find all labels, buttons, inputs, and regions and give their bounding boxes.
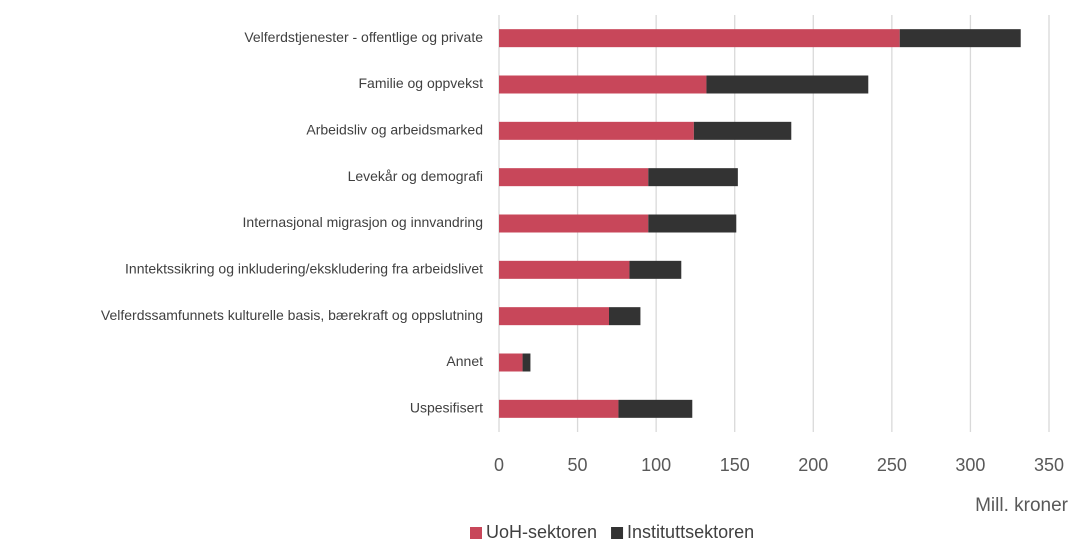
bar-segment [499,307,609,326]
legend-label: Instituttsektoren [627,522,754,542]
bar-segment [899,29,1021,48]
bar-segment [618,399,693,418]
category-label: Arbeidsliv og arbeidsmarked [306,122,483,138]
x-tick-label: 250 [877,455,907,475]
x-tick-label: 0 [494,455,504,475]
bar-segment [499,214,649,233]
bar-segment [522,353,531,372]
bar-segment [499,75,707,94]
bar-segment [499,121,694,140]
category-label: Levekår og demografi [348,168,483,184]
legend-swatch [470,527,482,539]
x-tick-label: 200 [798,455,828,475]
bar-segment [499,399,619,418]
category-label: Internasjonal migrasjon og innvandring [243,214,483,230]
x-tick-label: 100 [641,455,671,475]
bar-segment [499,260,630,279]
x-tick-label: 350 [1034,455,1064,475]
bar-segment [706,75,869,94]
category-label: Familie og oppvekst [358,75,483,91]
category-label: Velferdssamfunnets kulturelle basis, bær… [101,307,483,323]
x-axis-title: Mill. kroner [975,495,1069,516]
bar-segment [648,214,737,233]
bar-segment [609,307,641,326]
x-tick-label: 300 [955,455,985,475]
category-label: Inntektssikring og inkludering/ekskluder… [125,261,483,277]
bar-segment [499,353,523,372]
bar-segment [499,168,649,187]
bar-segment [629,260,682,279]
x-tick-label: 150 [720,455,750,475]
x-tick-label: 50 [568,455,588,475]
bar-segment [693,121,792,140]
legend-label: UoH-sektoren [486,522,597,542]
legend-swatch [611,527,624,539]
bar-segment [499,29,900,48]
category-label: Velferdstjenester - offentlige og privat… [244,29,483,45]
category-label: Annet [446,353,483,369]
category-label: Uspesifisert [410,400,483,416]
bar-segment [648,168,738,187]
